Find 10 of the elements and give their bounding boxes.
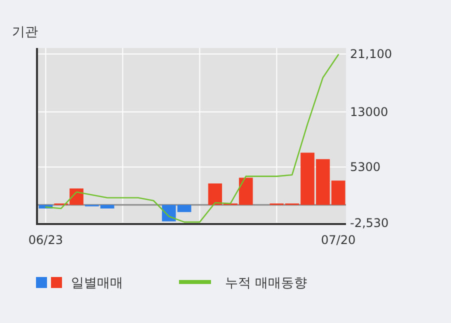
line-series xyxy=(45,54,339,223)
x-tick-label: 06/23 xyxy=(28,233,63,247)
y-tick-label: 21,100 xyxy=(350,47,392,62)
y-tick-label: 13000 xyxy=(350,105,388,120)
x-tick-label: 07/20 xyxy=(321,233,356,247)
legend-label: 일별매매 xyxy=(71,276,123,291)
y-tick-label: 5300 xyxy=(350,160,381,174)
chart-title: 기관 xyxy=(12,25,38,40)
legend-label: 누적 매매동향 xyxy=(225,276,308,291)
y-tick-label: -2,530 xyxy=(350,216,389,230)
